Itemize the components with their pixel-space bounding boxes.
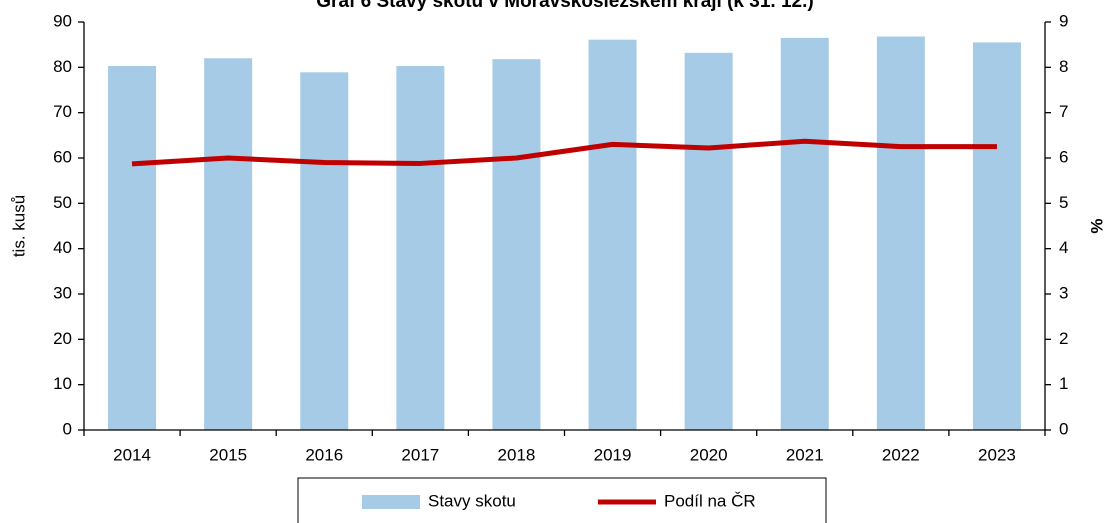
- x-tick-label: 2023: [978, 445, 1016, 464]
- y-tick-label: 30: [53, 283, 72, 302]
- x-tick-label: 2014: [113, 445, 151, 464]
- y-tick-label: 80: [53, 57, 72, 76]
- y2-tick-label: 9: [1059, 11, 1068, 30]
- y2-tick-label: 7: [1059, 102, 1068, 121]
- bar: [396, 65, 445, 431]
- y-tick-label: 0: [63, 419, 72, 438]
- legend-label: Stavy skotu: [428, 491, 516, 510]
- y-tick-label: 90: [53, 11, 72, 30]
- y2-axis-label: %: [1087, 218, 1106, 233]
- y-tick-label: 50: [53, 193, 72, 212]
- bar: [300, 72, 349, 430]
- x-tick-label: 2016: [305, 445, 343, 464]
- y2-tick-label: 5: [1059, 193, 1068, 212]
- y2-tick-label: 2: [1059, 329, 1068, 348]
- bar: [492, 59, 541, 430]
- x-tick-label: 2015: [209, 445, 247, 464]
- y-tick-label: 70: [53, 102, 72, 121]
- y2-tick-label: 0: [1059, 419, 1068, 438]
- chart-title: Graf 6 Stavy skotu v Moravskoslezském kr…: [316, 0, 813, 12]
- y2-tick-label: 1: [1059, 374, 1068, 393]
- x-tick-label: 2021: [786, 445, 824, 464]
- bar: [972, 42, 1021, 431]
- y2-tick-label: 3: [1059, 283, 1068, 302]
- bar: [684, 52, 733, 431]
- legend-label: Podíl na ČR: [664, 491, 756, 510]
- y-tick-label: 40: [53, 238, 72, 257]
- bar: [108, 65, 157, 431]
- x-tick-label: 2017: [401, 445, 439, 464]
- bar: [204, 58, 253, 431]
- y-tick-label: 60: [53, 147, 72, 166]
- y-axis-label: tis. kusů: [9, 195, 28, 257]
- y-tick-label: 10: [53, 374, 72, 393]
- bar: [588, 39, 637, 431]
- y2-tick-label: 8: [1059, 57, 1068, 76]
- bar: [780, 37, 829, 430]
- y-tick-label: 20: [53, 329, 72, 348]
- x-tick-label: 2022: [882, 445, 920, 464]
- x-tick-label: 2018: [498, 445, 536, 464]
- line: [131, 138, 997, 167]
- x-tick-label: 2020: [690, 445, 728, 464]
- bar: [876, 36, 925, 431]
- x-tick-label: 2019: [594, 445, 632, 464]
- legend-swatch: [362, 495, 420, 509]
- y2-tick-label: 6: [1059, 147, 1068, 166]
- y2-tick-label: 4: [1059, 238, 1068, 257]
